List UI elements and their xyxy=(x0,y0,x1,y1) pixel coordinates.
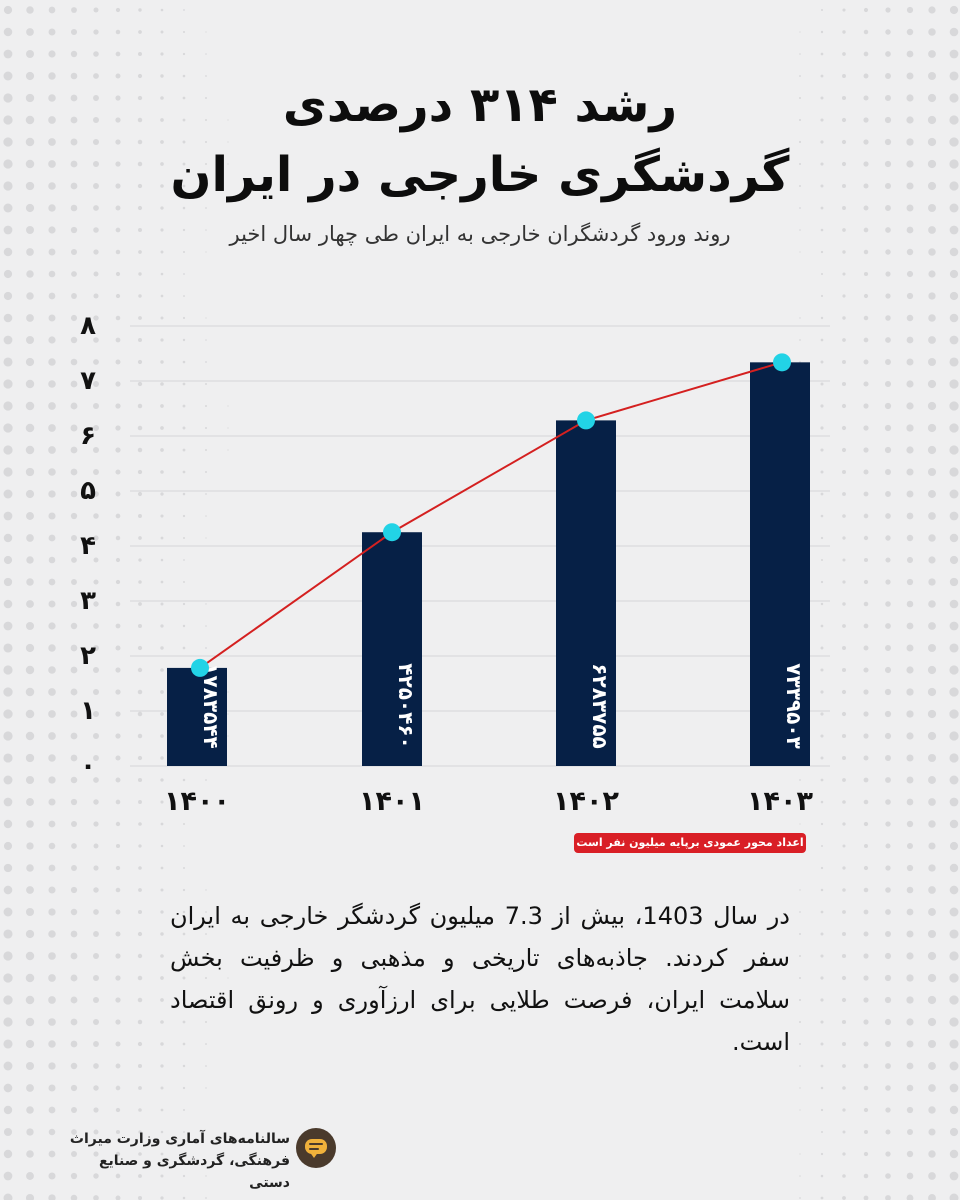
bar-value-label: ۴۲۵۰۴۶۰ xyxy=(394,663,418,748)
y-tick-label: ۸ xyxy=(80,311,96,341)
y-tick-label: ۷ xyxy=(80,366,96,396)
y-tick-label: ۳ xyxy=(80,586,96,616)
bar-value-label: ۷۳۳۹۵۰۳ xyxy=(782,663,806,748)
title-line-1: رشد ۳۱۴ درصدی xyxy=(282,77,678,133)
subtitle: روند ورود گردشگران خارجی به ایران طی چها… xyxy=(229,222,731,246)
bar xyxy=(167,667,227,766)
x-tick-label: ۱۴۰۲ xyxy=(553,786,619,817)
source-line-2: فرهنگی، گردشگری و صنایع دستی xyxy=(98,1153,290,1191)
trend-line xyxy=(199,361,783,669)
y-tick-label: ۰ xyxy=(80,751,96,781)
y-tick-label: ۵ xyxy=(80,476,96,506)
trend-point xyxy=(577,411,595,430)
bar xyxy=(556,420,616,766)
y-tick-label: ۶ xyxy=(80,421,96,451)
x-tick-label: ۱۴۰۱ xyxy=(359,786,425,817)
trend-point xyxy=(191,658,209,677)
x-tick-label: ۱۴۰۰ xyxy=(164,786,230,817)
bar-chart: ۰ ۱ ۲ ۳ ۴ ۵ ۶ ۷ ۸ ۱۷۸۳۵۴۴ ۱۴۰۰ ۴۲۵۰۴۶۰ ۱۴۰۱ ۶۲۸۳۷۵۵ ۱۴… xyxy=(80,311,830,817)
source-line-1: سالنامه‌های آماری وزارت میراث xyxy=(69,1131,290,1147)
source-credit: سالنامه‌های آماری وزارت میراث فرهنگی، گر… xyxy=(60,1128,290,1194)
trend-point xyxy=(383,523,401,542)
trend-point xyxy=(773,353,791,372)
body-paragraph: در سال 1403، بیش از 7.3 میلیون گردشگر خا… xyxy=(170,902,790,1056)
speech-bubble-icon xyxy=(296,1128,336,1168)
axis-unit-note: اعداد محور عمودی برپایه میلیون نفر است xyxy=(574,833,806,853)
title-line-2: گردشگری خارجی در ایران xyxy=(170,147,790,203)
y-tick-label: ۴ xyxy=(80,531,96,561)
bar-value-label: ۱۷۸۳۵۴۴ xyxy=(199,663,223,748)
x-tick-label: ۱۴۰۳ xyxy=(747,786,813,817)
bar xyxy=(750,362,810,766)
bar-value-label: ۶۲۸۳۷۵۵ xyxy=(588,663,612,748)
y-tick-label: ۲ xyxy=(80,641,96,671)
y-tick-label: ۱ xyxy=(80,696,96,726)
bar xyxy=(362,532,422,766)
